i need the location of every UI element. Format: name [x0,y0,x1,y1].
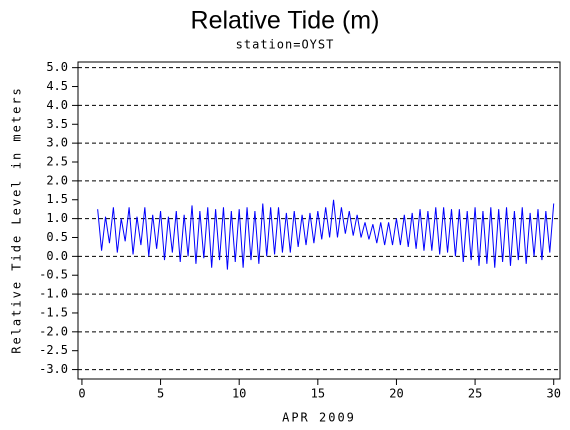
y-tick-label: 3.0 [46,136,68,150]
x-tick-label: 5 [157,387,164,401]
y-tick-label: 4.0 [46,98,68,112]
y-tick-label: 2.0 [46,173,68,187]
x-axis-label: APR 2009 [282,411,356,425]
y-tick-label: -2.5 [39,343,68,357]
y-tick-label: 3.5 [46,117,68,131]
y-tick-label: 0.0 [46,249,68,263]
plot-frame [77,61,561,380]
y-tick-label: 1.0 [46,211,68,225]
y-axis-label: Relative Tide Level in meters [10,86,24,354]
x-tick-label: 20 [389,387,403,401]
y-tick-label: 0.5 [46,230,68,244]
y-tick-label: -3.0 [39,362,68,376]
x-tick-label: 0 [78,387,85,401]
y-tick-label: 2.5 [46,155,68,169]
y-tick-label: 4.5 [46,79,68,93]
tide-line [97,199,555,270]
y-tick-label: 1.5 [46,192,68,206]
y-tick-label: -2.0 [39,324,68,338]
y-tick-label: -0.5 [39,268,68,282]
chart-subtitle: station=OYST [236,38,335,52]
y-tick-label: -1.5 [39,305,68,319]
y-tick-label: -1.0 [39,287,68,301]
chart-title: Relative Tide (m) [191,7,380,35]
x-tick-label: 30 [546,387,560,401]
x-tick-label: 25 [468,387,482,401]
y-tick-label: 5.0 [46,60,68,74]
x-tick-label: 10 [232,387,246,401]
x-tick-label: 15 [311,387,325,401]
